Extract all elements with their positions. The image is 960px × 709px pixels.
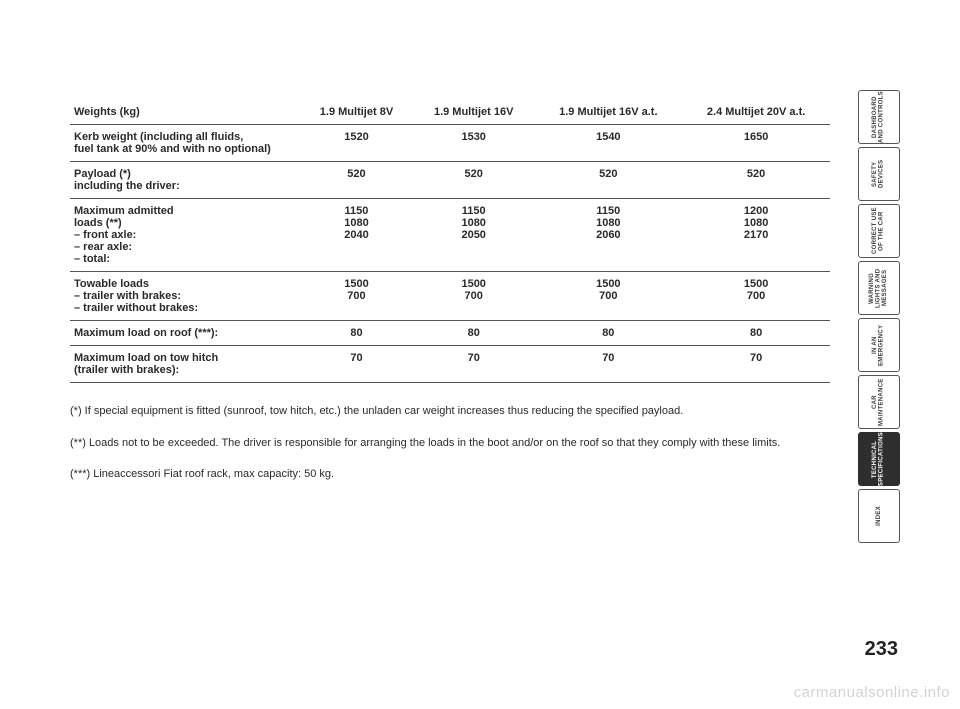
side-tab[interactable]: IN AN EMERGENCY <box>858 318 900 372</box>
cell: 520 <box>534 162 682 199</box>
row-label: Maximum load on tow hitch(trailer with b… <box>70 346 300 383</box>
side-tab[interactable]: INDEX <box>858 489 900 543</box>
cell: 115010802040 <box>300 199 413 272</box>
footnote: (***) Lineaccessori Fiat roof rack, max … <box>70 466 830 484</box>
cell: 70 <box>534 346 682 383</box>
side-tab[interactable]: WARNING LIGHTS AND MESSAGES <box>858 261 900 315</box>
table-header-row: Weights (kg) 1.9 Multijet 8V 1.9 Multije… <box>70 100 830 125</box>
page-content: Weights (kg) 1.9 Multijet 8V 1.9 Multije… <box>70 100 830 498</box>
footnotes: (*) If special equipment is fitted (sunr… <box>70 403 830 484</box>
header-col: 2.4 Multijet 20V a.t. <box>682 100 830 125</box>
cell: 70 <box>682 346 830 383</box>
watermark: carmanualsonline.info <box>794 684 950 701</box>
cell: 1500700 <box>534 272 682 321</box>
cell: 120010802170 <box>682 199 830 272</box>
cell: 1500700 <box>682 272 830 321</box>
cell: 1540 <box>534 125 682 162</box>
cell: 70 <box>300 346 413 383</box>
cell: 80 <box>534 321 682 346</box>
cell: 115010802050 <box>413 199 534 272</box>
footnote: (*) If special equipment is fitted (sunr… <box>70 403 830 421</box>
row-label: Kerb weight (including all fluids,fuel t… <box>70 125 300 162</box>
cell: 520 <box>300 162 413 199</box>
header-col: 1.9 Multijet 16V a.t. <box>534 100 682 125</box>
cell: 1530 <box>413 125 534 162</box>
cell: 1520 <box>300 125 413 162</box>
side-tab[interactable]: TECHNICAL SPECIFICATIONS <box>858 432 900 486</box>
table-row: Maximum load on tow hitch(trailer with b… <box>70 346 830 383</box>
cell: 80 <box>300 321 413 346</box>
table-row: Payload (*)including the driver:52052052… <box>70 162 830 199</box>
table-row: Kerb weight (including all fluids,fuel t… <box>70 125 830 162</box>
header-col: 1.9 Multijet 16V <box>413 100 534 125</box>
side-tabs: DASHBOARD AND CONTROLSSAFETY DEVICESCORR… <box>858 90 900 543</box>
weights-table: Weights (kg) 1.9 Multijet 8V 1.9 Multije… <box>70 100 830 383</box>
cell: 80 <box>682 321 830 346</box>
row-label: Payload (*)including the driver: <box>70 162 300 199</box>
cell: 115010802060 <box>534 199 682 272</box>
footnote: (**) Loads not to be exceeded. The drive… <box>70 435 830 453</box>
cell: 1500700 <box>300 272 413 321</box>
table-row: Maximum admittedloads (**)– front axle:–… <box>70 199 830 272</box>
header-col: 1.9 Multijet 8V <box>300 100 413 125</box>
cell: 1500700 <box>413 272 534 321</box>
header-label: Weights (kg) <box>70 100 300 125</box>
table-row: Maximum load on roof (***):80808080 <box>70 321 830 346</box>
page-number: 233 <box>865 638 898 661</box>
side-tab[interactable]: SAFETY DEVICES <box>858 147 900 201</box>
table-row: Towable loads– trailer with brakes:– tra… <box>70 272 830 321</box>
cell: 80 <box>413 321 534 346</box>
row-label: Towable loads– trailer with brakes:– tra… <box>70 272 300 321</box>
row-label: Maximum admittedloads (**)– front axle:–… <box>70 199 300 272</box>
side-tab[interactable]: CORRECT USE OF THE CAR <box>858 204 900 258</box>
side-tab[interactable]: DASHBOARD AND CONTROLS <box>858 90 900 144</box>
side-tab[interactable]: CAR MAINTENANCE <box>858 375 900 429</box>
row-label: Maximum load on roof (***): <box>70 321 300 346</box>
cell: 1650 <box>682 125 830 162</box>
cell: 520 <box>413 162 534 199</box>
cell: 520 <box>682 162 830 199</box>
cell: 70 <box>413 346 534 383</box>
